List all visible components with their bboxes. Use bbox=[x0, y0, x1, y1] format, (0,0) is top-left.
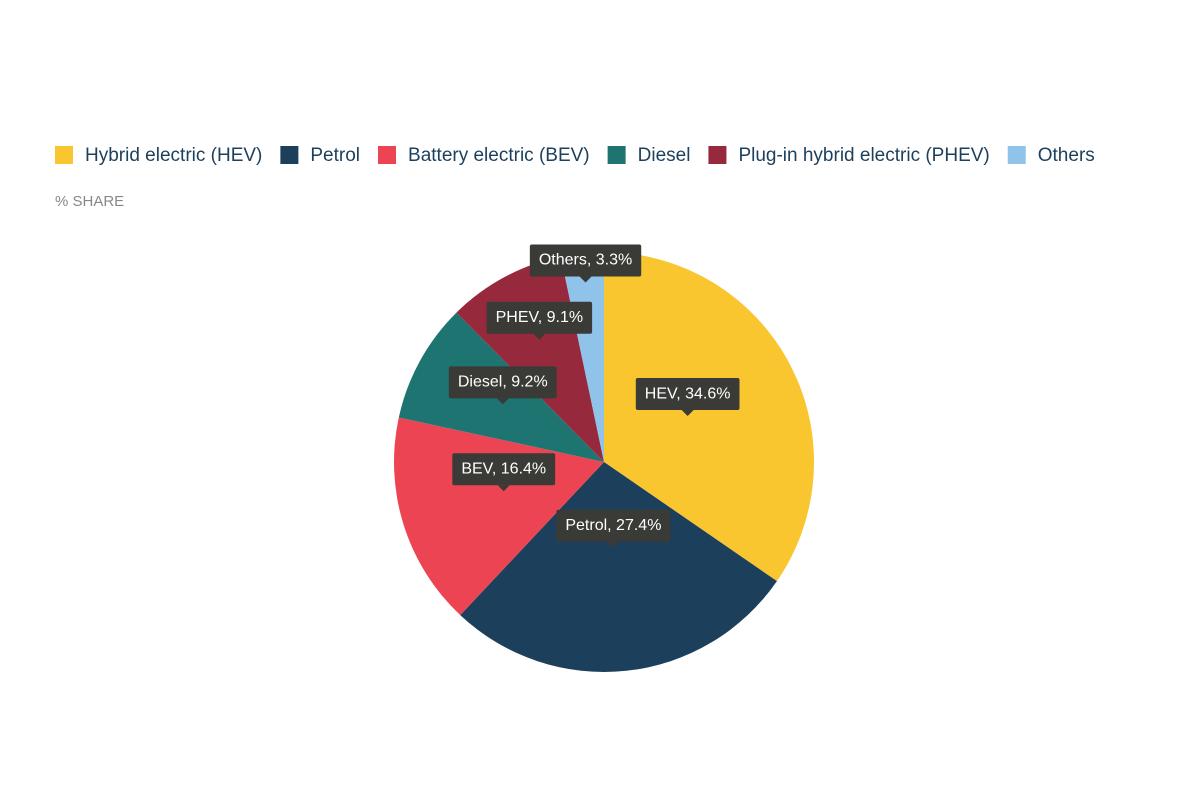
data-label: HEV, 34.6% bbox=[635, 378, 740, 417]
pie-slice bbox=[460, 462, 777, 672]
data-label: BEV, 16.4% bbox=[452, 453, 556, 492]
legend-label: Others bbox=[1038, 145, 1095, 166]
legend-label: Petrol bbox=[310, 145, 360, 166]
legend-item: Plug-in hybrid electric (PHEV) bbox=[708, 145, 990, 166]
label-box bbox=[448, 366, 557, 399]
label-pointer bbox=[579, 276, 592, 283]
legend-swatch bbox=[708, 146, 727, 164]
legend-swatch bbox=[280, 146, 299, 164]
label-text: Petrol, 27.4% bbox=[565, 517, 661, 534]
label-text: Others, 3.3% bbox=[539, 252, 632, 269]
label-pointer bbox=[533, 333, 546, 340]
legend-label: Hybrid electric (HEV) bbox=[85, 145, 262, 166]
label-text: PHEV, 9.1% bbox=[496, 309, 583, 326]
label-box bbox=[635, 378, 740, 411]
legend-swatch bbox=[1007, 146, 1026, 164]
legend-item: Petrol bbox=[280, 145, 360, 166]
legend-swatch bbox=[607, 146, 626, 164]
label-box bbox=[452, 453, 556, 486]
legend-label: Diesel bbox=[638, 145, 691, 166]
legend-item: Battery electric (BEV) bbox=[378, 145, 590, 166]
legend-swatch bbox=[55, 146, 73, 164]
legend-swatch bbox=[378, 146, 397, 164]
data-label: Others, 3.3% bbox=[529, 244, 642, 283]
data-label: Petrol, 27.4% bbox=[556, 509, 671, 548]
label-box bbox=[486, 301, 593, 334]
label-pointer bbox=[607, 541, 620, 548]
legend-label: Battery electric (BEV) bbox=[408, 145, 590, 166]
legend-item: Others bbox=[1007, 145, 1095, 166]
label-text: HEV, 34.6% bbox=[645, 385, 731, 402]
label-box bbox=[529, 244, 642, 277]
label-pointer bbox=[681, 410, 694, 417]
label-text: Diesel, 9.2% bbox=[458, 374, 548, 391]
label-pointer bbox=[497, 485, 510, 492]
legend-item: Diesel bbox=[607, 145, 691, 166]
data-label: PHEV, 9.1% bbox=[486, 301, 593, 340]
label-text: BEV, 16.4% bbox=[461, 460, 546, 477]
subtitle: % SHARE bbox=[55, 193, 124, 210]
legend-item: Hybrid electric (HEV) bbox=[55, 145, 262, 166]
label-box bbox=[556, 509, 671, 542]
data-label: Diesel, 9.2% bbox=[448, 366, 557, 405]
label-pointer bbox=[496, 398, 509, 405]
pie-slice bbox=[604, 252, 814, 582]
legend-label: Plug-in hybrid electric (PHEV) bbox=[738, 145, 989, 166]
